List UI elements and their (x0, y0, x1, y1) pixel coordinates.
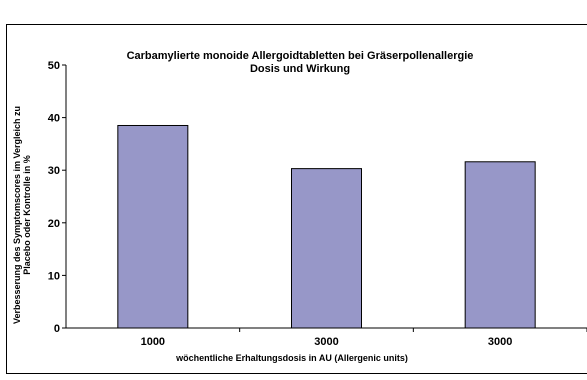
x-category-label: 3000 (314, 336, 338, 348)
y-tick-label: 10 (48, 270, 60, 282)
chart-title: Carbamylierte monoide Allergoidtabletten… (70, 50, 530, 76)
y-tick-label: 0 (54, 323, 60, 335)
y-axis-label-line-2: Placebo oder Kontrolle in % (22, 155, 32, 275)
bar-1 (117, 124, 189, 329)
bar-2 (291, 168, 362, 329)
x-axis-label: wöchentliche Erhaltungsdosis in AU (Alle… (175, 353, 408, 363)
y-axis-label-line-1: Verbesserung des Symptomscores im Vergle… (12, 106, 22, 324)
y-tick-label: 50 (48, 60, 60, 72)
chart-title-line-1: Carbamylierte monoide Allergoidtabletten… (126, 50, 474, 62)
x-ticks-group: 1000 3000 3000 (141, 328, 587, 348)
y-axis-label: Verbesserung des Symptomscores im Vergle… (12, 106, 32, 324)
bars-group (117, 124, 536, 329)
chart-title-line-2: Dosis und Wirkung (249, 63, 351, 75)
y-tick-label: 40 (48, 113, 60, 125)
x-category-label: 3000 (488, 336, 512, 348)
bar-3 (464, 161, 536, 329)
y-tick-label: 20 (48, 218, 60, 230)
y-ticks-group: 0 10 20 30 40 50 (48, 60, 66, 335)
y-tick-label: 30 (48, 165, 60, 177)
x-category-label: 1000 (141, 336, 165, 348)
